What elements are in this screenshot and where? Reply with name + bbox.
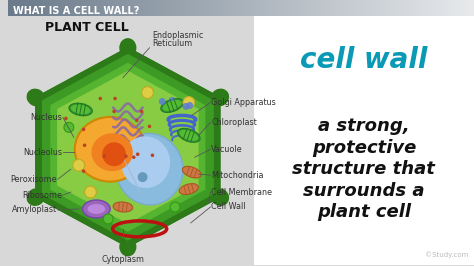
Text: Mitochondria: Mitochondria [211, 171, 264, 180]
Circle shape [186, 102, 193, 109]
Circle shape [169, 97, 175, 104]
Ellipse shape [211, 189, 228, 205]
Circle shape [137, 172, 147, 182]
Text: Nucleolus: Nucleolus [23, 148, 62, 157]
Ellipse shape [113, 202, 133, 212]
Ellipse shape [27, 89, 45, 106]
Ellipse shape [120, 39, 136, 57]
Text: Endoplasmic: Endoplasmic [153, 31, 204, 40]
Circle shape [112, 110, 116, 113]
Text: a strong,
protective
structure that
surrounds a
plant cell: a strong, protective structure that surr… [292, 117, 435, 221]
Circle shape [182, 103, 189, 110]
Circle shape [142, 86, 154, 98]
Ellipse shape [27, 189, 45, 205]
Ellipse shape [75, 117, 146, 182]
Ellipse shape [121, 136, 170, 188]
Polygon shape [58, 72, 198, 223]
Circle shape [148, 124, 151, 128]
Circle shape [82, 128, 85, 131]
Polygon shape [51, 64, 204, 231]
Circle shape [102, 142, 126, 166]
Text: Amyloplast: Amyloplast [12, 205, 57, 214]
Text: Nucleus: Nucleus [30, 113, 62, 122]
Bar [254, 16, 474, 265]
Ellipse shape [71, 105, 91, 114]
Text: Reticulum: Reticulum [153, 39, 193, 48]
Text: Vacuole: Vacuole [211, 145, 243, 154]
Ellipse shape [120, 238, 136, 256]
Ellipse shape [88, 204, 105, 214]
Text: cell wall: cell wall [300, 46, 428, 74]
Text: Chloroplast: Chloroplast [211, 118, 257, 127]
Circle shape [102, 155, 106, 158]
Text: ©Study.com: ©Study.com [425, 251, 468, 258]
Circle shape [170, 202, 180, 212]
Text: Ribosome: Ribosome [22, 190, 62, 200]
Ellipse shape [211, 89, 228, 106]
Ellipse shape [69, 103, 92, 116]
Ellipse shape [178, 128, 200, 142]
Ellipse shape [180, 130, 198, 141]
Circle shape [83, 143, 86, 147]
Ellipse shape [116, 134, 183, 205]
Circle shape [124, 155, 128, 158]
Ellipse shape [161, 98, 183, 113]
Ellipse shape [91, 133, 133, 171]
Ellipse shape [163, 100, 182, 111]
Circle shape [159, 98, 166, 105]
Circle shape [151, 153, 154, 157]
Text: WHAT IS A CELL WALL?: WHAT IS A CELL WALL? [13, 6, 139, 16]
Text: Cell Wall: Cell Wall [211, 202, 246, 211]
Text: Golgi Apparatus: Golgi Apparatus [211, 98, 276, 107]
Ellipse shape [82, 200, 110, 218]
Circle shape [140, 110, 144, 113]
Circle shape [64, 122, 74, 132]
Ellipse shape [179, 184, 199, 194]
Circle shape [99, 97, 102, 100]
Circle shape [82, 169, 85, 173]
Polygon shape [36, 48, 220, 247]
Circle shape [103, 214, 113, 224]
Text: Peroxisome: Peroxisome [10, 174, 57, 184]
Circle shape [73, 159, 84, 171]
Circle shape [84, 186, 96, 198]
Circle shape [132, 155, 136, 159]
Circle shape [183, 97, 195, 109]
Text: Cytoplasm: Cytoplasm [101, 255, 145, 264]
Circle shape [113, 97, 117, 100]
Circle shape [64, 117, 68, 120]
Polygon shape [43, 55, 213, 240]
Text: PLANT CELL: PLANT CELL [45, 21, 129, 34]
Circle shape [136, 152, 139, 156]
Circle shape [135, 119, 138, 122]
Ellipse shape [182, 166, 201, 178]
Text: Cell Membrane: Cell Membrane [211, 188, 273, 197]
